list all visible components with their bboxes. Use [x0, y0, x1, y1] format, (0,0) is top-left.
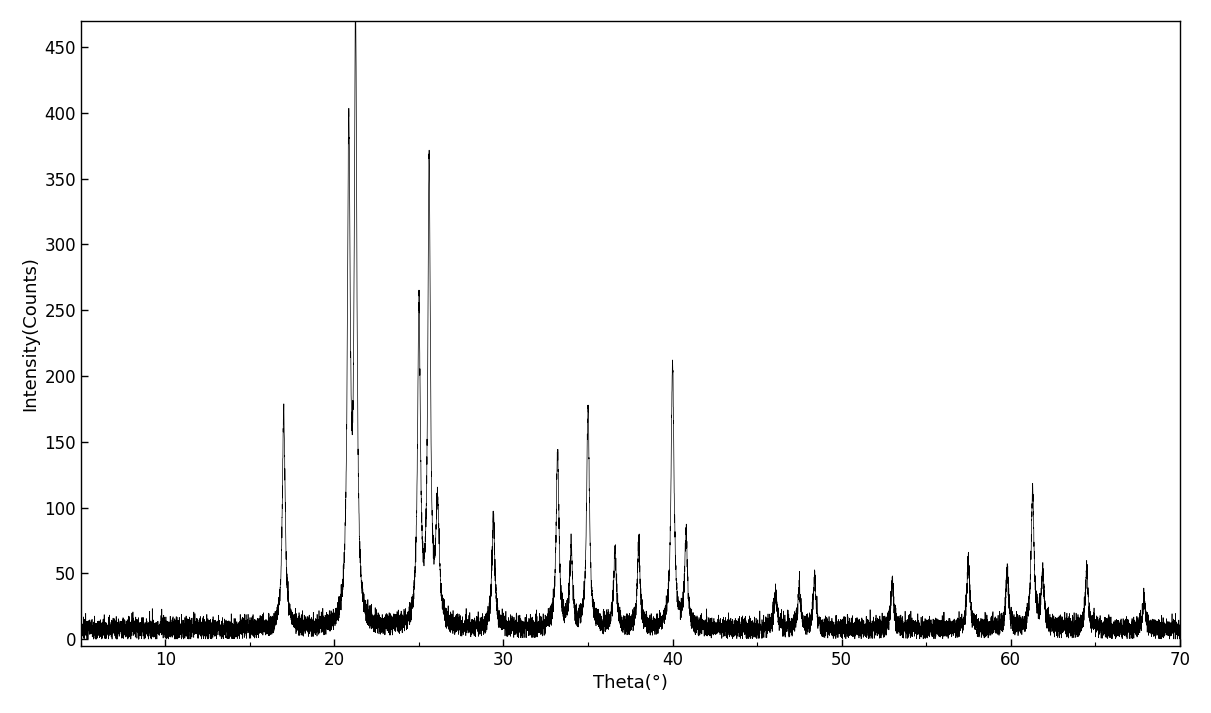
Y-axis label: Intensity(Counts): Intensity(Counts) [21, 256, 39, 411]
X-axis label: Theta(°): Theta(°) [593, 674, 667, 692]
